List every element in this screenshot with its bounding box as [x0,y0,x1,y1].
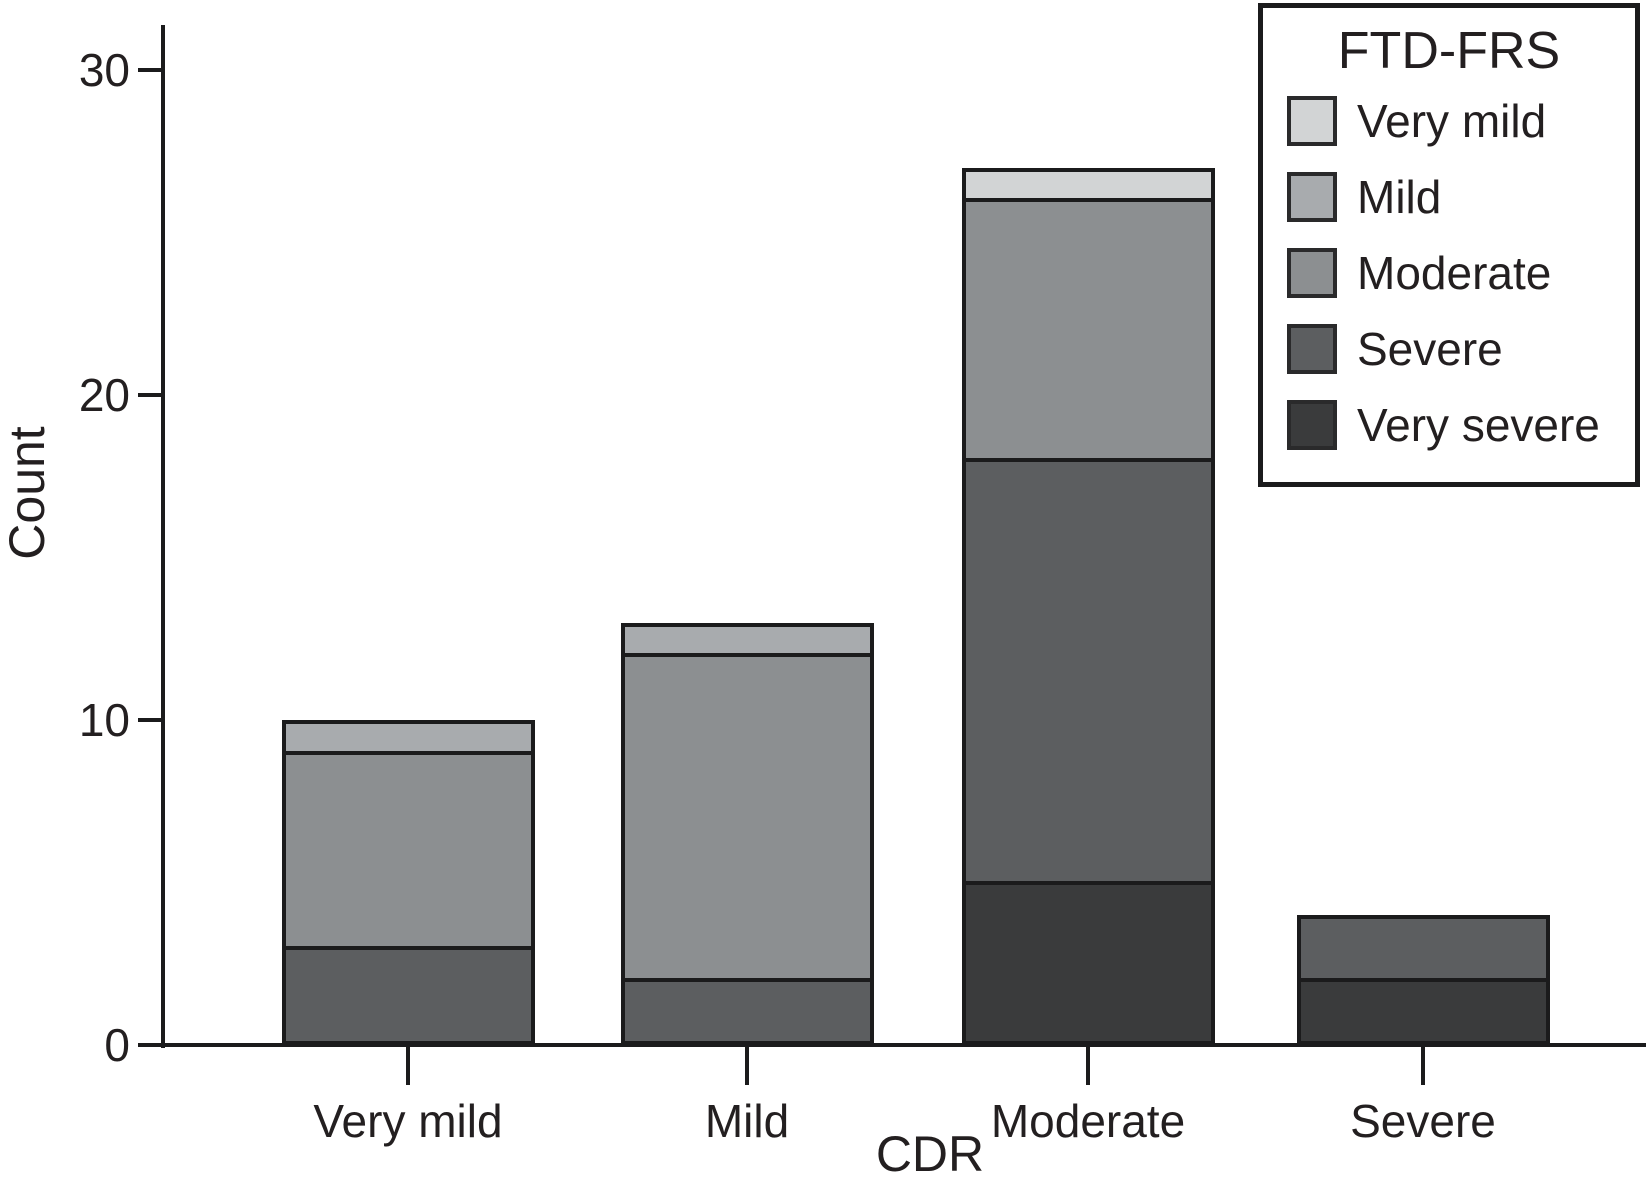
bar-segment-mild [281,720,535,753]
bar-segment-moderate [620,655,874,980]
legend-swatch-icon [1287,324,1337,374]
x-axis-title: CDR [875,1126,985,1182]
y-tick-mark [138,1043,165,1047]
legend-items: Very mild Mild Moderate Severe Very severe [1287,96,1635,450]
x-tick-mark [1421,1047,1425,1085]
bar-segment-very-severe [961,882,1215,1045]
legend-item: Mild [1287,172,1635,222]
y-tick-label: 20 [78,369,130,421]
x-tick-mark [406,1047,410,1085]
legend-item: Very mild [1287,96,1635,146]
bar-segment-severe [281,947,535,1045]
legend: FTD-FRS Very mild Mild Moderate Severe Very … [1258,3,1640,487]
y-tick-mark [138,718,165,722]
legend-item-label: Severe [1357,323,1503,375]
legend-item: Severe [1287,324,1635,374]
y-tick-mark [138,393,165,397]
y-tick-label: 10 [78,694,130,746]
y-tick-label: 30 [78,44,130,96]
y-axis-title: Count [0,426,55,560]
y-tick-label: 0 [104,1019,130,1071]
legend-swatch-icon [1287,96,1337,146]
legend-item-label: Very mild [1357,95,1547,147]
legend-title: FTD-FRS [1337,22,1561,80]
bar-segment-moderate [281,752,535,948]
bar-segment-very-severe [1296,980,1550,1045]
bar-segment-mild [620,622,874,655]
legend-item-label: Mild [1357,171,1442,223]
x-axis-line [161,1043,1646,1047]
x-tick-label: Moderate [990,1095,1186,1147]
legend-item: Very severe [1287,400,1635,450]
y-axis-line [161,25,165,1048]
x-tick-label: Mild [704,1095,790,1147]
x-tick-label: Severe [1350,1095,1496,1147]
bar-segment-severe [620,980,874,1045]
x-tick-mark [1086,1047,1090,1085]
bar-segment-very-mild [961,167,1215,200]
legend-swatch-icon [1287,248,1337,298]
bar-segment-moderate [961,200,1215,460]
y-tick-mark [138,68,165,72]
legend-item-label: Very severe [1357,399,1600,451]
legend-swatch-icon [1287,400,1337,450]
bar-segment-severe [1296,915,1550,980]
legend-item-label: Moderate [1357,247,1552,299]
x-tick-mark [745,1047,749,1085]
bar-segment-severe [961,460,1215,883]
x-tick-label: Very mild [313,1095,503,1147]
legend-item: Moderate [1287,248,1635,298]
legend-swatch-icon [1287,172,1337,222]
